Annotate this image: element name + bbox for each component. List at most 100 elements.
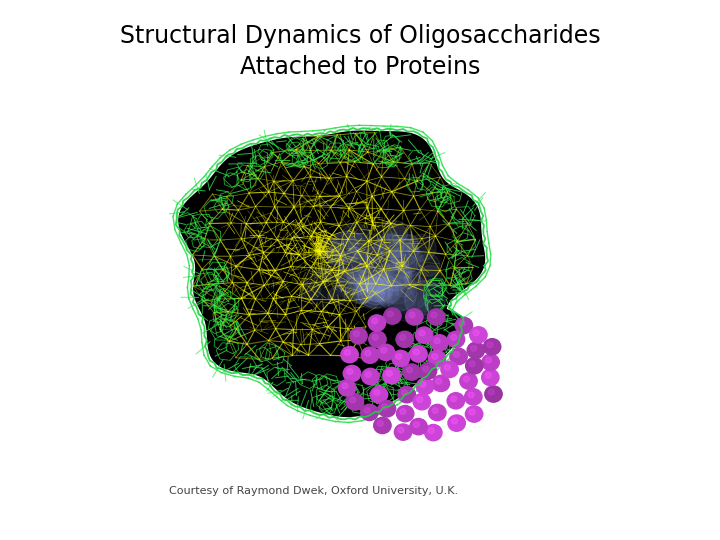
Circle shape — [360, 256, 374, 269]
Circle shape — [384, 308, 401, 324]
Circle shape — [448, 415, 465, 431]
Circle shape — [370, 387, 387, 403]
Circle shape — [454, 352, 459, 357]
Circle shape — [408, 234, 436, 261]
Circle shape — [455, 318, 472, 334]
Circle shape — [300, 281, 320, 300]
Circle shape — [419, 330, 425, 336]
Polygon shape — [178, 131, 485, 417]
Circle shape — [362, 277, 384, 298]
Circle shape — [374, 282, 399, 306]
Circle shape — [354, 276, 389, 309]
Text: Courtesy of Raymond Dwek, Oxford University, U.K.: Courtesy of Raymond Dwek, Oxford Univers… — [169, 486, 459, 496]
Circle shape — [413, 422, 419, 428]
Circle shape — [372, 235, 410, 271]
Circle shape — [347, 369, 353, 374]
Circle shape — [383, 262, 410, 287]
Circle shape — [338, 241, 352, 254]
Circle shape — [418, 299, 432, 311]
Circle shape — [372, 318, 378, 324]
Circle shape — [444, 364, 451, 370]
Circle shape — [365, 350, 371, 356]
Circle shape — [420, 381, 426, 387]
Circle shape — [338, 249, 369, 279]
Circle shape — [374, 417, 391, 434]
Circle shape — [428, 428, 434, 434]
Circle shape — [403, 247, 442, 284]
Circle shape — [381, 347, 387, 353]
Circle shape — [432, 375, 449, 391]
Circle shape — [400, 409, 406, 415]
Circle shape — [379, 234, 404, 258]
Circle shape — [366, 278, 384, 295]
Circle shape — [364, 408, 370, 413]
Circle shape — [434, 338, 440, 343]
Circle shape — [351, 251, 374, 273]
Circle shape — [413, 290, 441, 315]
Circle shape — [395, 354, 402, 359]
Circle shape — [463, 376, 469, 382]
Circle shape — [485, 386, 502, 402]
Circle shape — [341, 278, 363, 299]
Circle shape — [410, 418, 427, 435]
Circle shape — [451, 396, 456, 402]
Circle shape — [328, 256, 363, 289]
Circle shape — [387, 311, 393, 317]
Circle shape — [379, 259, 412, 291]
Circle shape — [488, 389, 495, 395]
Circle shape — [431, 312, 437, 318]
Circle shape — [398, 427, 404, 433]
Circle shape — [464, 389, 482, 405]
Circle shape — [387, 370, 392, 376]
Circle shape — [398, 387, 415, 403]
Circle shape — [366, 276, 384, 293]
Circle shape — [350, 328, 367, 344]
Circle shape — [341, 224, 370, 251]
Circle shape — [416, 378, 433, 395]
Circle shape — [482, 369, 499, 386]
Circle shape — [368, 315, 386, 331]
Circle shape — [465, 406, 483, 422]
Circle shape — [379, 269, 416, 304]
Circle shape — [334, 224, 376, 262]
Circle shape — [417, 397, 423, 402]
Circle shape — [473, 330, 480, 336]
Circle shape — [410, 346, 427, 362]
Circle shape — [348, 269, 372, 292]
Circle shape — [390, 249, 404, 262]
Circle shape — [377, 421, 383, 426]
Circle shape — [406, 367, 413, 373]
Circle shape — [413, 349, 419, 355]
Circle shape — [415, 327, 433, 343]
Circle shape — [485, 373, 491, 379]
Circle shape — [413, 394, 431, 410]
Circle shape — [350, 397, 356, 403]
Circle shape — [354, 271, 374, 290]
Circle shape — [359, 266, 388, 294]
Circle shape — [451, 334, 456, 340]
Circle shape — [402, 390, 408, 395]
Circle shape — [451, 418, 457, 424]
Circle shape — [361, 368, 379, 384]
Circle shape — [328, 287, 347, 305]
Circle shape — [318, 239, 343, 264]
Circle shape — [374, 276, 402, 303]
Circle shape — [347, 267, 366, 285]
Circle shape — [459, 321, 465, 326]
Circle shape — [447, 331, 464, 348]
Circle shape — [432, 354, 438, 359]
Circle shape — [431, 335, 448, 351]
Circle shape — [388, 238, 418, 266]
Circle shape — [466, 357, 483, 374]
Circle shape — [366, 244, 383, 259]
Circle shape — [432, 408, 438, 413]
Circle shape — [357, 275, 393, 308]
Circle shape — [373, 220, 413, 258]
Circle shape — [395, 424, 412, 440]
Circle shape — [405, 309, 423, 325]
Circle shape — [405, 271, 420, 286]
Circle shape — [419, 266, 442, 287]
Circle shape — [450, 348, 467, 364]
Circle shape — [354, 262, 385, 291]
Circle shape — [392, 246, 421, 273]
